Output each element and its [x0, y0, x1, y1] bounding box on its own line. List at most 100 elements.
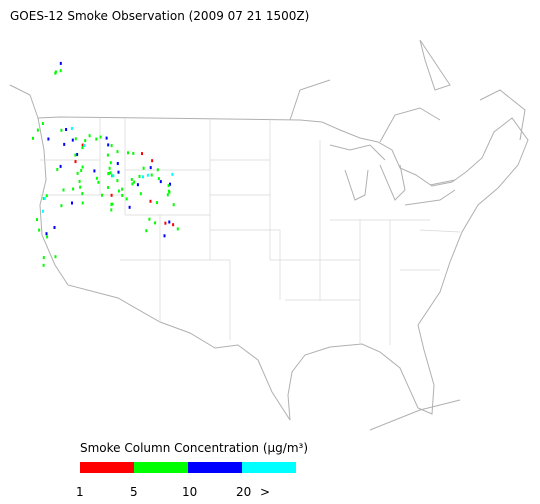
smoke-pixel [108, 166, 111, 170]
smoke-pixel [130, 178, 133, 181]
smoke-pixel [43, 196, 46, 200]
smoke-pixel [79, 185, 82, 189]
smoke-pixel [101, 193, 103, 197]
smoke-pixel [133, 180, 136, 184]
great-lakes [329, 144, 456, 206]
smoke-pixel [88, 134, 91, 138]
smoke-pixel [176, 227, 179, 231]
smoke-pixel [81, 201, 84, 205]
smoke-pixel [71, 201, 73, 205]
smoke-pixel [151, 159, 154, 163]
smoke-pixel [110, 202, 113, 206]
smoke-pixel [168, 220, 171, 224]
smoke-pixel [107, 172, 110, 175]
smoke-pixel [45, 232, 48, 236]
colorbar-overflow-label: > [260, 485, 270, 499]
smoke-pixel [46, 235, 49, 239]
smoke-pixel [65, 128, 68, 131]
smoke-pixel [47, 137, 50, 141]
us-outline [37, 116, 529, 421]
smoke-pixel [62, 188, 65, 192]
smoke-pixel [111, 174, 113, 178]
smoke-pixel [117, 189, 120, 193]
smoke-pixel [84, 139, 87, 143]
smoke-pixel [166, 193, 169, 197]
smoke-pixel [110, 193, 113, 197]
smoke-pixel [142, 166, 145, 170]
smoke-pixel [42, 263, 45, 267]
smoke-pixel [169, 182, 171, 186]
smoke-pixel [59, 164, 62, 168]
smoke-pixel [125, 197, 128, 201]
map [9, 39, 529, 431]
smoke-pixel [117, 170, 120, 174]
smoke-pixel [95, 176, 98, 180]
colorbar-segment [242, 462, 296, 473]
smoke-pixel [81, 192, 84, 196]
smoke-pixel [71, 138, 74, 142]
smoke-pixel [99, 135, 102, 139]
smoke-pixel [157, 177, 160, 181]
colorbar-tick-label: 5 [130, 485, 138, 499]
smoke-pixel [106, 153, 109, 157]
smoke-pixel [81, 146, 84, 150]
smoke-pixel [81, 165, 84, 169]
smoke-pixel [110, 144, 113, 148]
smoke-pixel [54, 255, 57, 259]
smoke-pixel [145, 229, 148, 233]
smoke-pixel [142, 175, 144, 179]
smoke-pixel [148, 217, 151, 221]
smoke-pixel [128, 205, 131, 209]
smoke-pixel [149, 166, 152, 170]
smoke-pixel [74, 153, 77, 157]
smoke-pixel [131, 182, 134, 186]
smoke-pixel [54, 71, 57, 75]
smoke-pixel [136, 183, 139, 187]
smoke-pixel [76, 153, 79, 156]
colorbar-tick-label: 10 [182, 485, 197, 499]
smoke-pixel [41, 209, 44, 213]
smoke-pixel [95, 137, 98, 141]
smoke-pixel [150, 173, 153, 177]
smoke-pixel [83, 143, 86, 147]
title: GOES-12 Smoke Observation (2009 07 21 15… [10, 9, 309, 23]
smoke-pixel [53, 226, 56, 229]
smoke-pixel [81, 143, 84, 147]
smoke-pixel [97, 180, 100, 184]
colorbar-segment [80, 462, 134, 473]
smoke-pixel [45, 194, 48, 198]
smoke-pixel [167, 184, 170, 188]
legend-title: Smoke Column Concentration (μg/m³) [80, 441, 308, 455]
smoke-pixel [63, 142, 66, 146]
smoke-pixel [139, 192, 142, 196]
smoke-pixel [109, 171, 112, 175]
smoke-pixel [42, 256, 45, 260]
smoke-pixel [60, 204, 63, 208]
smoke-pixel [78, 179, 81, 183]
smoke-pixel [107, 143, 110, 147]
smoke-pixel [156, 201, 158, 205]
smoke-pixel [112, 174, 115, 178]
smoke-pixel [121, 187, 124, 191]
smoke-pixel [70, 127, 73, 130]
smoke-pixel [116, 162, 119, 165]
smoke-pixel [172, 223, 175, 227]
smoke-pixel [80, 169, 83, 172]
smoke-pixel [154, 221, 157, 225]
smoke-pixel [110, 208, 113, 212]
smoke-pixel [141, 152, 143, 156]
smoke-pixel [109, 161, 112, 165]
colorbar-segment [188, 462, 242, 473]
smoke-pixel [74, 137, 77, 141]
smoke-pixel [105, 136, 108, 140]
smoke-pixel [168, 190, 171, 194]
smoke-pixel [132, 151, 135, 155]
smoke-pixel [149, 199, 152, 203]
smoke-pixel [38, 228, 41, 232]
smoke-pixel [36, 128, 39, 132]
smoke-pixel [116, 150, 119, 154]
smoke-pixel [171, 172, 174, 176]
smoke-pixel [121, 193, 124, 197]
smoke-pixel [159, 180, 162, 184]
smoke-pixel [72, 187, 75, 191]
